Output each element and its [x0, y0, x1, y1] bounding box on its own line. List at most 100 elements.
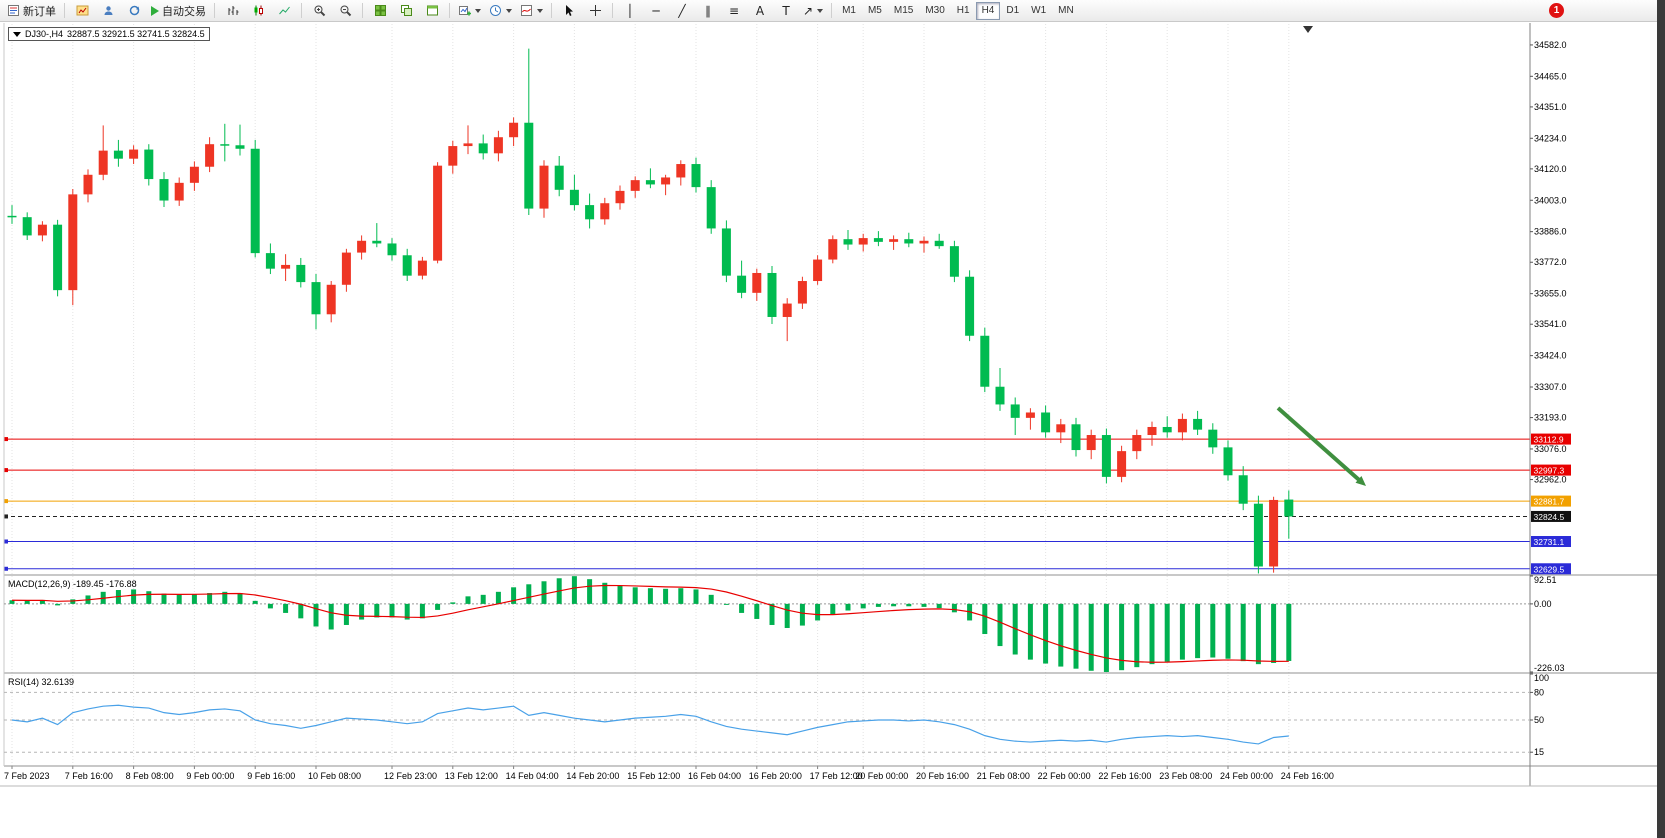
- fibonacci-icon: ≡: [728, 3, 740, 18]
- text-tool-icon: A: [755, 3, 765, 18]
- candle-body: [934, 240, 944, 247]
- svg-text:9 Feb 16:00: 9 Feb 16:00: [247, 771, 295, 781]
- autotrading-play-icon: [151, 5, 159, 16]
- profiles-button[interactable]: [95, 1, 121, 21]
- timeframe-button-m30[interactable]: M30: [925, 5, 945, 16]
- new-chart-button[interactable]: [454, 1, 485, 21]
- macd-histogram-bar: [875, 603, 881, 607]
- rsi-value: 32.6139: [41, 677, 75, 687]
- line-handle: [4, 437, 8, 442]
- timeframe-button-m15[interactable]: M15: [893, 5, 914, 16]
- price-label-box: [1531, 464, 1571, 476]
- candle-body: [326, 284, 336, 315]
- candle-body: [524, 122, 534, 209]
- notification-badge[interactable]: 1: [1549, 3, 1564, 18]
- separator: [449, 3, 450, 18]
- macd-histogram-bar: [708, 594, 714, 604]
- zoom-out-button[interactable]: [332, 1, 358, 21]
- candle-body: [661, 177, 671, 185]
- macd-histogram-bar: [328, 603, 334, 630]
- vertical-line-tool-button[interactable]: │: [617, 1, 643, 21]
- svg-text:8 Feb 08:00: 8 Feb 08:00: [126, 771, 174, 781]
- candle-body: [1086, 435, 1096, 451]
- new-order-icon: [8, 5, 19, 16]
- candle-body: [281, 264, 291, 269]
- candle-body: [205, 144, 215, 167]
- timeframe-button-m1[interactable]: M1: [842, 5, 856, 16]
- candle-body: [1041, 412, 1051, 433]
- svg-text:9 Feb 00:00: 9 Feb 00:00: [186, 771, 234, 781]
- zoom-in-button[interactable]: [306, 1, 332, 21]
- candlestick-chart-icon: [254, 5, 263, 16]
- timeframe-button-m5[interactable]: M5: [867, 5, 882, 16]
- new-order-label: 新订单: [23, 5, 56, 18]
- candle-body: [904, 239, 914, 244]
- svg-text:32824.5: 32824.5: [1534, 512, 1565, 522]
- macd-histogram-bar: [1134, 603, 1140, 668]
- new-order-button[interactable]: 新订单: [3, 1, 60, 21]
- macd-histogram-bar: [891, 603, 897, 607]
- arrange-windows-button[interactable]: [419, 1, 445, 21]
- label-tool-button[interactable]: T: [773, 1, 799, 21]
- macd-histogram-bar: [1043, 603, 1049, 664]
- candle-body: [220, 144, 230, 146]
- autotrading-button[interactable]: 自动交易: [147, 1, 210, 21]
- trendline-tool-button[interactable]: ╱: [669, 1, 695, 21]
- macd-histogram-bar: [435, 603, 441, 610]
- tile-windows-button[interactable]: [367, 1, 393, 21]
- horizontal-line-tool-button[interactable]: ─: [643, 1, 669, 21]
- svg-text:21 Feb 08:00: 21 Feb 08:00: [977, 771, 1030, 781]
- bar-chart-icon: [228, 6, 238, 15]
- price-label-box: [1531, 563, 1571, 575]
- text-tool-button[interactable]: A: [747, 1, 773, 21]
- candle-body: [448, 146, 458, 166]
- line-chart-button[interactable]: [271, 1, 297, 21]
- candle-body: [509, 122, 519, 138]
- cursor-button[interactable]: [556, 1, 582, 21]
- arrange-windows-icon: [426, 5, 438, 16]
- fibonacci-tool-button[interactable]: ≡: [721, 1, 747, 21]
- refresh-button[interactable]: [121, 1, 147, 21]
- crosshair-button[interactable]: [582, 1, 608, 21]
- macd-histogram-bar: [1027, 603, 1033, 660]
- macd-histogram-bar: [207, 593, 213, 604]
- arrows-tool-button[interactable]: ↗: [799, 1, 827, 21]
- svg-text:22 Feb 16:00: 22 Feb 16:00: [1098, 771, 1151, 781]
- macd-histogram-bar: [754, 603, 760, 619]
- right-scrollbar[interactable]: [1657, 0, 1665, 838]
- indicators-button[interactable]: [516, 1, 547, 21]
- macd-histogram-bar: [480, 594, 486, 604]
- periods-button[interactable]: [485, 1, 516, 21]
- timeframe-button-d1[interactable]: D1: [1006, 5, 1020, 16]
- candle-body: [980, 335, 990, 387]
- svg-text:33655.0: 33655.0: [1534, 289, 1567, 299]
- svg-text:20 Feb 16:00: 20 Feb 16:00: [916, 771, 969, 781]
- timeframe-button-h1[interactable]: H1: [956, 5, 970, 16]
- candle-body: [402, 255, 412, 276]
- candle-body: [478, 143, 488, 154]
- macd-histogram-bar: [921, 603, 927, 607]
- timeframe-button-w1[interactable]: W1: [1031, 5, 1047, 16]
- candle-body: [600, 203, 610, 220]
- macd-histogram-bar: [541, 581, 547, 604]
- candle-body: [737, 275, 747, 293]
- cascade-windows-button[interactable]: [393, 1, 419, 21]
- candle-body: [493, 137, 503, 154]
- timeframe-button-mn[interactable]: MN: [1058, 5, 1074, 16]
- timeframe-button-h4[interactable]: H4: [975, 1, 1001, 20]
- candle-body: [569, 189, 579, 206]
- candle-body: [782, 303, 792, 317]
- cascade-windows-icon: [400, 5, 412, 16]
- macd-name: MACD(12,26,9): [8, 579, 71, 589]
- channel-tool-button[interactable]: ∥: [695, 1, 721, 21]
- macd-histogram-bar: [951, 603, 957, 613]
- candlestick-chart-button[interactable]: [245, 1, 271, 21]
- bar-chart-button[interactable]: [219, 1, 245, 21]
- candle-body: [144, 149, 154, 180]
- candle-body: [1132, 435, 1142, 452]
- macd-values: -189.45 -176.88: [73, 579, 137, 589]
- svg-text:33886.0: 33886.0: [1534, 227, 1567, 237]
- chart-menu-icon[interactable]: [13, 31, 21, 37]
- charts-button[interactable]: [69, 1, 95, 21]
